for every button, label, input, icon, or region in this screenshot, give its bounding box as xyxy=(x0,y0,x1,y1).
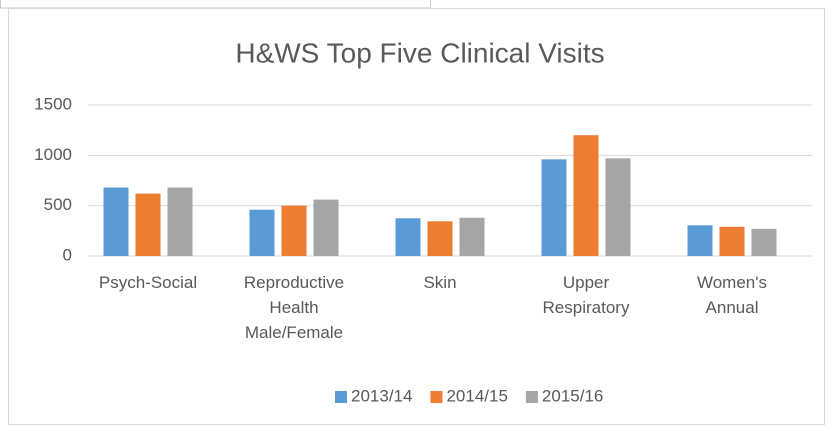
legend-swatch xyxy=(525,391,538,403)
x-tick-label: Upper Respiratory xyxy=(542,273,630,317)
bar xyxy=(135,193,161,256)
legend-label: 2015/16 xyxy=(542,386,603,405)
frame-decoration xyxy=(0,0,431,9)
legend-label: 2013/14 xyxy=(351,386,412,405)
bar xyxy=(719,226,745,256)
bar xyxy=(751,228,777,256)
x-tick-label: Reproductive Health Male/Female xyxy=(243,273,345,342)
y-tick-label: 500 xyxy=(44,195,72,214)
bar xyxy=(605,158,631,256)
y-tick-label: 0 xyxy=(63,245,72,264)
legend-label: 2014/15 xyxy=(446,386,507,405)
bar xyxy=(427,221,453,256)
bar xyxy=(687,225,713,256)
legend-swatch xyxy=(430,391,443,403)
bar xyxy=(573,135,599,256)
bar xyxy=(395,218,421,256)
bar xyxy=(459,217,485,256)
x-tick-label: Psych-Social xyxy=(98,273,198,292)
x-tick-label: Skin xyxy=(423,273,457,292)
bar xyxy=(281,205,307,256)
legend-swatch xyxy=(335,391,347,403)
chart-border xyxy=(8,8,825,425)
y-tick-label: 1000 xyxy=(34,145,72,164)
bar xyxy=(167,187,193,256)
bar xyxy=(313,199,339,256)
chart-title: H&WS Top Five Clinical Visits xyxy=(235,37,604,68)
bar xyxy=(249,209,275,256)
y-tick-label: 1500 xyxy=(34,94,72,113)
bar xyxy=(103,187,129,256)
x-tick-label: Women's Annual xyxy=(696,273,767,317)
bar xyxy=(541,159,567,256)
